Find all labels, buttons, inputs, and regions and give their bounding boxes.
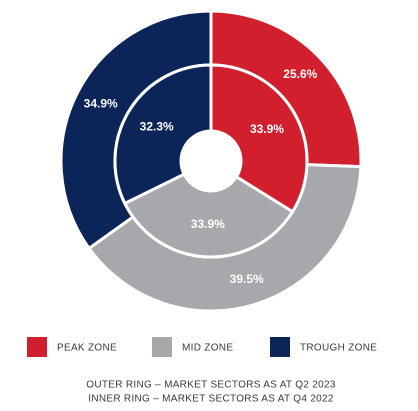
donut-segment — [113, 63, 213, 206]
footnote: OUTER RING – MARKET SECTORS AS AT Q2 202… — [86, 380, 336, 391]
legend-swatch — [270, 337, 290, 357]
data-label: 33.9% — [250, 122, 284, 136]
legend-label: PEAK ZONE — [57, 343, 117, 354]
data-label: 25.6% — [283, 67, 317, 81]
legend-label: MID ZONE — [182, 343, 233, 354]
data-label: 39.5% — [230, 272, 264, 286]
legend-label: TROUGH ZONE — [300, 343, 377, 354]
legend-swatch — [27, 337, 47, 357]
data-label: 32.3% — [140, 119, 174, 133]
footnote: INNER RING – MARKET SECTORS AS AT Q4 202… — [88, 394, 334, 405]
donut-segment — [209, 63, 309, 214]
donut-segment — [122, 172, 295, 259]
data-label: 33.9% — [191, 217, 225, 231]
data-label: 34.9% — [84, 97, 118, 111]
legend-swatch — [152, 337, 172, 357]
